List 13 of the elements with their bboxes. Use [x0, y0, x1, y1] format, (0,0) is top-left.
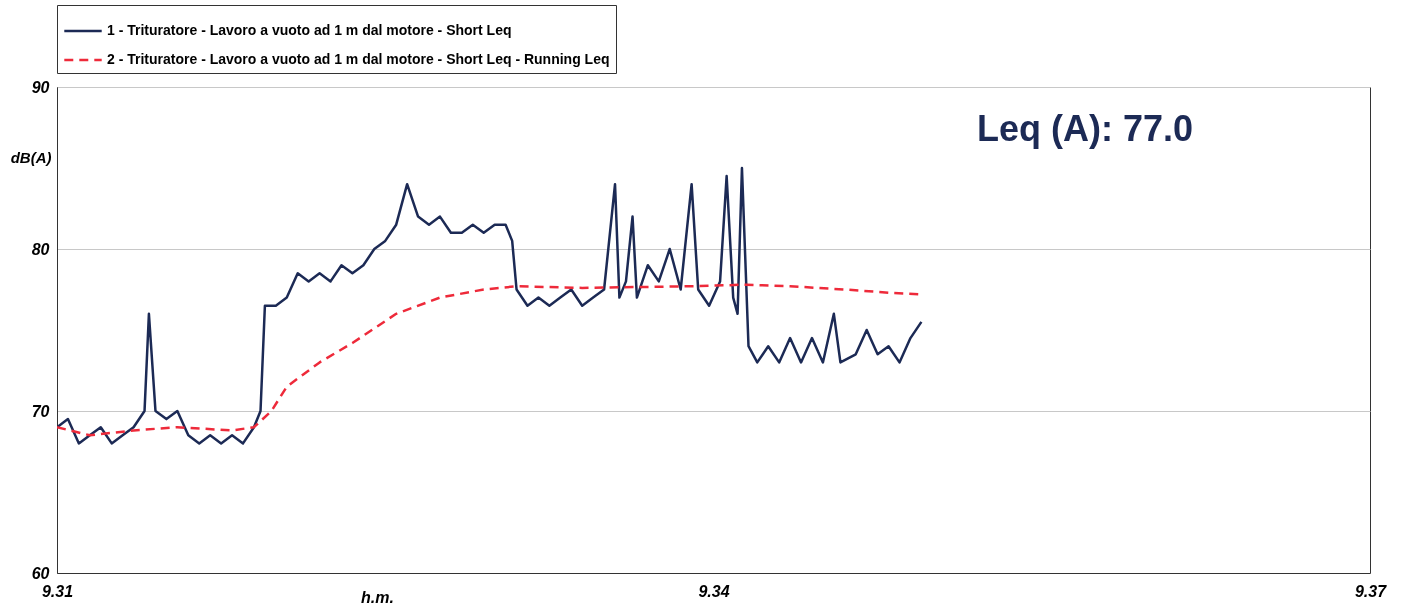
y-tick-label: 70: [31, 402, 50, 420]
x-tick-label: 9.34: [698, 582, 730, 600]
legend-label: 2 - Trituratore - Lavoro a vuoto ad 1 m dal motore - Short Leq - Running Leq: [107, 51, 610, 67]
x-tick-label: 9.31: [41, 582, 74, 600]
y-tick-label: 90: [31, 78, 50, 96]
line-series: [57, 166, 923, 445]
y-tick-label: 60: [31, 564, 50, 582]
x-axis-title: h.m.: [361, 588, 394, 606]
x-tick-label: 9.37: [1354, 582, 1388, 600]
legend-label: 1 - Trituratore - Lavoro a vuoto ad 1 m dal motore - Short Leq: [107, 22, 512, 38]
annotation: Leq (A): 77.0: [977, 108, 1194, 149]
y-tick-label: 80: [31, 240, 50, 258]
y-axis-title: dB(A): [10, 148, 52, 166]
